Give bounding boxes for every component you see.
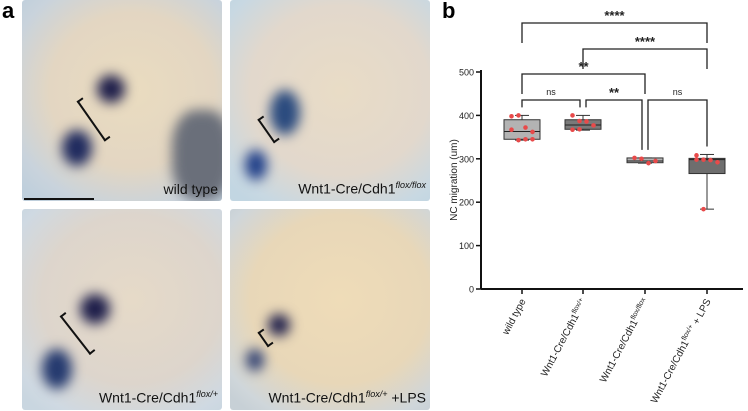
- x-tick-label: Wnt1-Cre/Cdh1flox/+: [538, 297, 589, 379]
- data-point: [701, 206, 706, 212]
- y-tick-label: 200: [459, 198, 474, 208]
- category-genotype: flox/flox: [630, 296, 648, 321]
- data-point: [591, 123, 596, 128]
- significance-bracket: [582, 48, 708, 69]
- data-point: [530, 129, 535, 135]
- significance-bracket: [521, 99, 581, 108]
- photo-label: wild type: [163, 181, 218, 197]
- data-point: [577, 118, 582, 124]
- significance-label: ****: [604, 8, 625, 23]
- significance-bracket: [585, 99, 643, 150]
- photo-label: Wnt1-Cre/Cdh1flox/flox: [298, 180, 426, 197]
- y-axis-label: NC migration (um): [449, 139, 460, 221]
- data-point: [509, 127, 514, 133]
- data-point: [516, 113, 521, 118]
- data-point: [577, 126, 582, 132]
- photo-flox-het-lps: Wnt1-Cre/Cdh1flox/+ +LPS: [230, 209, 430, 410]
- significance-label: ns: [546, 87, 556, 97]
- significance-label: **: [578, 59, 589, 74]
- y-tick-label: 400: [459, 111, 474, 121]
- data-point: [516, 137, 521, 143]
- significance-label: ****: [635, 34, 656, 49]
- data-point: [509, 113, 514, 119]
- y-tick-label: 100: [459, 241, 474, 251]
- scale-bar: [24, 198, 94, 200]
- category-name: wild type: [500, 297, 529, 338]
- data-point: [646, 160, 651, 166]
- significance-bracket: [521, 22, 708, 43]
- data-point: [570, 127, 575, 133]
- data-point: [653, 158, 658, 164]
- category-name: Wnt1-Cre/Cdh1: [649, 339, 692, 406]
- photo-label: Wnt1-Cre/Cdh1flox/+ +LPS: [268, 389, 426, 406]
- data-point: [523, 125, 528, 130]
- x-tick-label: wild type: [500, 297, 529, 338]
- photo-wild-type: wild type: [22, 0, 222, 201]
- category-name: Wnt1-Cre/Cdh1: [598, 318, 641, 385]
- y-tick-label: 0: [469, 285, 474, 295]
- y-tick-label: 300: [459, 154, 474, 164]
- box: [688, 157, 726, 175]
- significance-label: ns: [673, 87, 683, 97]
- panel-b-letter: b: [442, 0, 456, 23]
- data-point: [639, 156, 644, 162]
- category-name: Wnt1-Cre/Cdh1: [539, 312, 582, 379]
- data-point: [694, 157, 699, 162]
- x-tick-label: Wnt1-Cre/Cdh1flox/+ + LPS: [648, 296, 714, 405]
- panel-a-letter: a: [2, 0, 15, 23]
- data-point: [708, 157, 713, 163]
- data-point: [715, 159, 720, 165]
- photo-flox-flox: Wnt1-Cre/Cdh1flox/flox: [230, 0, 430, 201]
- box: [503, 119, 541, 140]
- y-tick-label: 500: [459, 68, 474, 78]
- data-point: [570, 113, 575, 118]
- category-suffix: + LPS: [690, 297, 714, 329]
- data-point: [701, 157, 706, 162]
- significance-bracket: [647, 99, 708, 150]
- box: [626, 157, 664, 164]
- data-point: [694, 153, 699, 158]
- data-point: [632, 155, 637, 161]
- x-tick-label: Wnt1-Cre/Cdh1flox/flox: [597, 296, 652, 384]
- data-point: [530, 136, 535, 142]
- photo-flox-het: Wnt1-Cre/Cdh1flox/+: [22, 209, 222, 410]
- category-genotype: flox/+: [571, 297, 585, 315]
- data-point: [584, 119, 589, 124]
- significance-bracket: [521, 73, 646, 94]
- photo-label: Wnt1-Cre/Cdh1flox/+: [98, 389, 218, 406]
- data-point: [523, 136, 528, 142]
- significance-label: **: [609, 85, 620, 100]
